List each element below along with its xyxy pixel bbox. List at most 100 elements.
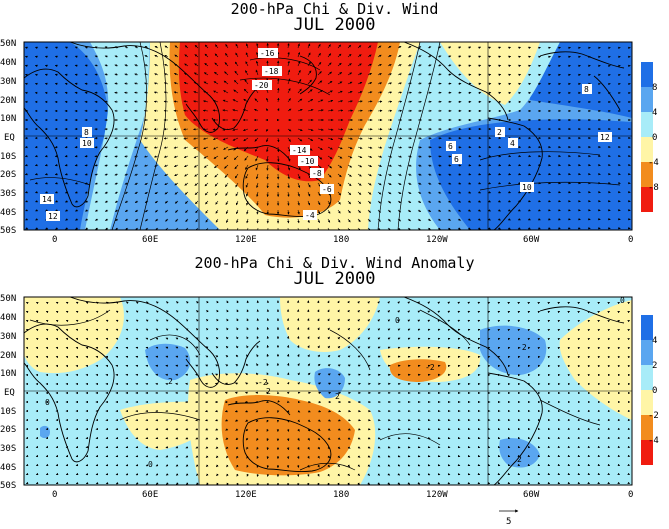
wind-vector: [124, 46, 129, 49]
wind-vector: [417, 82, 422, 85]
wind-vector: [607, 46, 611, 50]
wind-vector: [527, 46, 531, 49]
wind-vector: [597, 46, 601, 50]
wind-vector: [487, 73, 492, 77]
wind-vector: [377, 146, 383, 149]
wind-vector: [517, 55, 521, 58]
wind-vector: [174, 73, 179, 76]
wind-vector: [287, 78, 291, 85]
wind-vector: [377, 155, 383, 158]
wind-vector: [367, 100, 373, 103]
top-contour-label: 6: [454, 155, 459, 164]
wind-vector: [437, 145, 442, 149]
wind-vector: [193, 137, 199, 140]
wind-vector: [377, 137, 383, 140]
wind-vector: [233, 80, 239, 85]
wind-vector: [477, 64, 482, 67]
wind-vector: [387, 82, 392, 85]
wind-vector: [337, 128, 344, 131]
wind-vector: [457, 46, 462, 49]
wind-vector: [337, 62, 342, 67]
wind-vector: [246, 43, 249, 49]
wind-vector: [243, 108, 249, 112]
wind-vector: [232, 128, 239, 131]
wind-vector: [213, 146, 219, 150]
wind-vector: [266, 146, 269, 153]
wind-vector: [457, 64, 462, 67]
wind-vector: [277, 128, 280, 132]
wind-vector: [94, 73, 99, 76]
wind-vector: [164, 45, 169, 49]
wind-vector: [254, 146, 259, 152]
wind-vector: [377, 82, 383, 85]
wind-vector: [94, 46, 99, 49]
wind-vector: [297, 69, 301, 76]
wind-vector: [144, 100, 149, 103]
wind-vector: [487, 46, 492, 49]
wind-vector: [144, 73, 149, 76]
wind-vector: [347, 100, 353, 103]
vector-scale-key: 5: [499, 509, 519, 527]
wind-vector: [244, 155, 249, 161]
wind-vector: [222, 109, 229, 112]
wind-vector: [607, 55, 611, 59]
wind-vector: [124, 64, 129, 67]
wind-vector: [297, 61, 301, 67]
wind-vector: [477, 154, 482, 158]
wind-vector: [567, 55, 571, 59]
top-lon-label: 120W: [426, 235, 448, 245]
top-coastlines: [24, 42, 625, 230]
wind-vector: [233, 155, 239, 160]
wind-vector: [84, 91, 89, 95]
wind-vector: [44, 163, 49, 167]
wind-vector: [527, 73, 532, 77]
wind-vector: [64, 55, 69, 58]
top-colorbar-label: -4: [648, 158, 659, 168]
wind-vector: [94, 145, 99, 149]
wind-vector: [517, 73, 522, 77]
wind-vector: [297, 79, 302, 85]
wind-vector: [397, 73, 402, 76]
wind-vector: [387, 54, 392, 58]
wind-vector: [255, 155, 259, 162]
top-contour-label: -14: [292, 146, 307, 155]
bottom-colorbar-label: 4: [652, 336, 657, 346]
wind-vector: [517, 64, 522, 68]
wind-vector: [367, 82, 373, 85]
wind-vector: [203, 146, 209, 150]
top-lat-label: 40S: [0, 208, 16, 218]
wind-vector: [317, 52, 321, 58]
wind-vector: [337, 146, 343, 150]
wind-vector: [407, 46, 412, 49]
wind-vector: [212, 109, 219, 112]
wind-vector: [114, 64, 119, 67]
wind-vector: [407, 55, 412, 58]
wind-vector: [397, 55, 402, 58]
wind-vector: [447, 73, 452, 76]
wind-vector: [266, 60, 269, 67]
wind-vector: [427, 91, 432, 94]
wind-vector: [94, 164, 99, 167]
top-contour-label: 6: [448, 142, 453, 151]
top-contour-label: 8: [84, 128, 89, 137]
wind-vector: [74, 46, 79, 49]
wind-vector: [477, 82, 482, 86]
wind-vector: [477, 55, 482, 58]
wind-vector: [327, 62, 332, 67]
wind-vector: [134, 100, 139, 103]
wind-vector: [153, 100, 159, 103]
wind-vector: [397, 91, 402, 94]
wind-vector: [577, 46, 581, 50]
wind-vector: [134, 164, 139, 167]
wind-vector: [277, 108, 280, 112]
wind-vector: [427, 73, 432, 76]
wind-vector: [337, 90, 343, 94]
wind-vector: [144, 137, 149, 140]
wind-vector: [287, 155, 291, 162]
wind-vector: [537, 55, 541, 59]
wind-vector: [154, 64, 159, 67]
wind-vector: [225, 44, 229, 49]
wind-vector: [277, 97, 280, 103]
wind-vector: [222, 128, 229, 131]
wind-vector: [497, 64, 502, 67]
